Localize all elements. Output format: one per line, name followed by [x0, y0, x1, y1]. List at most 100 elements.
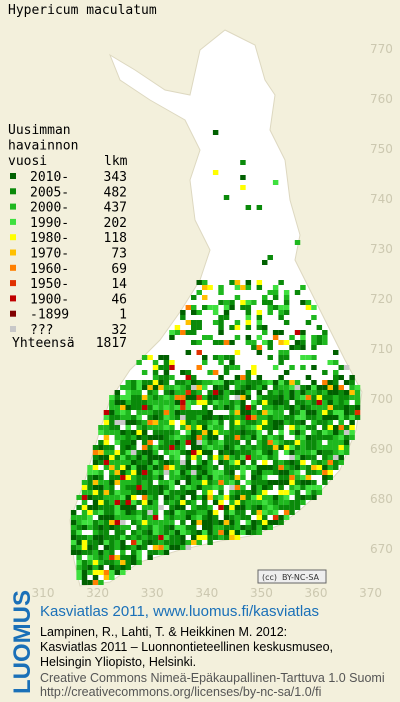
- occurrence-square: [316, 385, 323, 390]
- x-tick-label: 330: [141, 586, 164, 600]
- occurrence-square: [338, 410, 344, 415]
- occurrence-square: [191, 440, 197, 445]
- occurrence-square: [163, 370, 170, 375]
- occurrence-square: [207, 535, 213, 540]
- occurrence-square: [256, 530, 263, 535]
- occurrence-square: [125, 485, 131, 490]
- occurrence-square: [152, 420, 159, 425]
- occurrence-square: [294, 425, 301, 430]
- occurrence-square: [169, 360, 175, 365]
- occurrence-square: [294, 495, 301, 500]
- occurrence-square: [152, 550, 159, 555]
- occurrence-square: [169, 420, 175, 425]
- occurrence-square: [283, 310, 290, 315]
- occurrence-square: [196, 495, 202, 500]
- occurrence-square: [338, 415, 344, 420]
- occurrence-square: [218, 375, 224, 380]
- occurrence-square: [81, 520, 88, 525]
- occurrence-square: [70, 550, 77, 555]
- occurrence-square: [174, 515, 181, 520]
- occurrence-square: [169, 395, 175, 400]
- occurrence-square: [272, 380, 279, 385]
- citation-line: Lampinen, R., Lahti, T. & Heikkinen M. 2…: [40, 625, 287, 639]
- occurrence-square: [152, 410, 159, 415]
- occurrence-square: [354, 385, 361, 390]
- occurrence-square: [327, 425, 333, 430]
- occurrence-square: [185, 480, 192, 485]
- occurrence-square: [180, 410, 186, 415]
- occurrence-square: [163, 395, 170, 400]
- occurrence-square: [256, 350, 263, 355]
- occurrence-square: [163, 480, 170, 485]
- occurrence-square: [92, 530, 99, 535]
- occurrence-square: [158, 540, 164, 545]
- occurrence-square: [196, 505, 202, 510]
- occurrence-square: [327, 450, 333, 455]
- occurrence-square: [212, 525, 219, 530]
- occurrence-square: [152, 430, 159, 435]
- occurrence-square: [141, 515, 148, 520]
- occurrence-square: [207, 415, 213, 420]
- occurrence-square: [141, 445, 148, 450]
- occurrence-square: [180, 330, 186, 335]
- occurrence-square: [109, 490, 115, 495]
- occurrence-square: [169, 410, 175, 415]
- occurrence-square: [262, 500, 268, 505]
- occurrence-square: [185, 420, 192, 425]
- occurrence-square: [98, 480, 104, 485]
- occurrence-square: [316, 420, 323, 425]
- occurrence-square: [131, 505, 137, 510]
- footer-link[interactable]: Kasviatlas 2011, www.luomus.fi/kasviatla…: [40, 603, 319, 620]
- occurrence-square: [240, 475, 246, 480]
- occurrence-square: [81, 480, 88, 485]
- occurrence-square: [180, 525, 186, 530]
- occurrence-square: [180, 310, 186, 315]
- occurrence-square: [338, 455, 344, 460]
- occurrence-square: [180, 435, 186, 440]
- occurrence-square: [245, 305, 252, 310]
- occurrence-square: [196, 510, 202, 515]
- occurrence-square: [169, 445, 175, 450]
- occurrence-square: [272, 515, 279, 520]
- occurrence-square: [202, 395, 208, 400]
- occurrence-square: [267, 500, 273, 505]
- occurrence-square: [212, 340, 219, 345]
- occurrence-square: [283, 465, 290, 470]
- legend-swatch: [10, 218, 16, 225]
- occurrence-square: [147, 425, 153, 430]
- occurrence-square: [98, 440, 104, 445]
- occurrence-square: [240, 490, 246, 495]
- occurrence-square: [251, 490, 257, 495]
- occurrence-square: [327, 380, 333, 385]
- occurrence-square: [180, 405, 186, 410]
- occurrence-square: [234, 480, 241, 485]
- occurrence-square: [262, 400, 268, 405]
- occurrence-square: [267, 525, 273, 530]
- occurrence-square: [349, 395, 355, 400]
- occurrence-square: [109, 400, 115, 405]
- occurrence-square: [240, 470, 246, 475]
- occurrence-square: [185, 390, 192, 395]
- occurrence-square: [131, 510, 137, 515]
- occurrence-square: [109, 520, 115, 525]
- occurrence-square: [289, 365, 295, 370]
- occurrence-square: [196, 385, 202, 390]
- occurrence-square: [202, 520, 208, 525]
- occurrence-square: [152, 525, 159, 530]
- occurrence-square: [70, 515, 77, 520]
- occurrence-square: [147, 390, 153, 395]
- occurrence-square: [256, 395, 263, 400]
- occurrence-square: [240, 460, 246, 465]
- occurrence-square: [103, 490, 110, 495]
- occurrence-square: [218, 395, 224, 400]
- legend-swatch: [10, 203, 16, 210]
- occurrence-square: [81, 580, 88, 585]
- occurrence-square: [196, 530, 202, 535]
- occurrence-square: [305, 410, 312, 415]
- occurrence-square: [114, 530, 121, 535]
- occurrence-square: [251, 500, 257, 505]
- occurrence-square: [131, 465, 137, 470]
- occurrence-square: [272, 495, 279, 500]
- occurrence-square: [245, 525, 252, 530]
- title: Hypericum maculatum: [8, 3, 157, 18]
